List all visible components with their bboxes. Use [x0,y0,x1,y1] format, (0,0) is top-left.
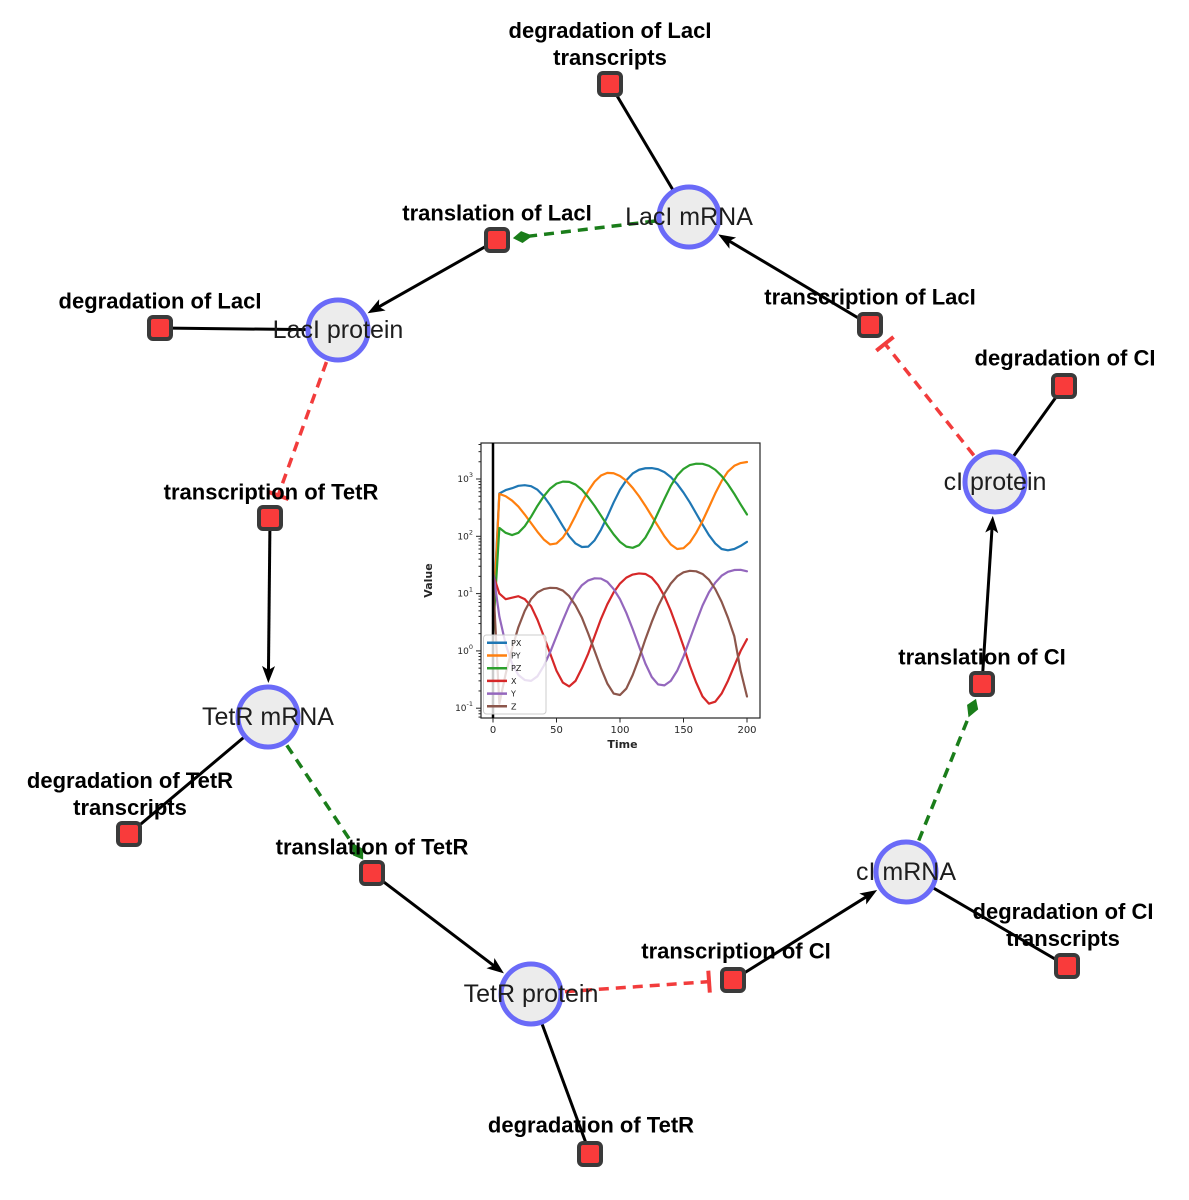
species-node-laci_protein[interactable] [305,297,371,363]
reaction-node-deg_tetr[interactable] [577,1141,603,1167]
species-node-ci_mrna[interactable] [873,839,939,905]
edge-transc_laci-laci_mrna-arrowhead [718,234,737,249]
reaction-node-deg_laci_tx[interactable] [597,71,623,97]
edge-transl_ci-ci_protein-arrowhead [985,515,999,534]
reaction-node-transl_laci[interactable] [484,227,510,253]
reaction-node-deg_laci[interactable] [147,315,173,341]
edge-transc_tetr-tetr_mrna-arrowhead [262,665,276,684]
species-node-tetr_mrna[interactable] [235,684,301,750]
edge-ci_mrna-transl_ci [904,713,972,873]
species-node-tetr_protein[interactable] [498,961,564,1027]
edge-transc_ci-ci_mrna [732,894,870,982]
edge-transc_laci-laci_mrna [726,238,871,327]
edge-tetr_mrna-transl_tetr-arrowhead [352,843,364,860]
edge-transc_ci-ci_mrna-arrowhead [859,890,878,905]
reaction-node-transl_tetr[interactable] [359,860,385,886]
reaction-node-transl_ci[interactable] [969,671,995,697]
edge-transl_tetr-tetr_protein-arrowhead [486,957,504,974]
reaction-node-transc_laci[interactable] [857,312,883,338]
edge-tetr_protein-transc_ci-tbar [706,970,712,993]
edge-laci_protein-transc_tetr-tbar [267,489,290,502]
edge-laci_protein-transc_tetr [276,329,340,497]
species-node-laci_mrna[interactable] [656,184,722,250]
reaction-node-transc_tetr[interactable] [257,505,283,531]
edge-transl_ci-ci_protein [980,525,994,685]
edge-transl_tetr-tetr_protein [371,871,497,969]
reaction-node-transc_ci[interactable] [720,967,746,993]
species-node-ci_protein[interactable] [962,449,1028,515]
edge-transl_laci-laci_protein-arrowhead [367,299,386,314]
timecourse-inset [420,428,770,773]
edge-ci_protein-transc_laci-tbar [875,335,895,353]
timecourse-plot [420,428,770,773]
reaction-node-deg_ci[interactable] [1051,373,1077,399]
edge-tetr_protein-transc_ci [530,979,710,996]
edge-laci_mrna-transl_laci-arrowhead [512,231,533,243]
edge-ci_protein-transc_laci [883,342,997,484]
edge-transc_tetr-tetr_mrna [266,517,272,674]
edge-ci_mrna-transl_ci-arrowhead [967,698,979,718]
reaction-node-deg_ci_tx[interactable] [1054,953,1080,979]
edge-transl_laci-laci_protein [375,238,498,310]
reaction-node-deg_tetr_tx[interactable] [116,821,142,847]
